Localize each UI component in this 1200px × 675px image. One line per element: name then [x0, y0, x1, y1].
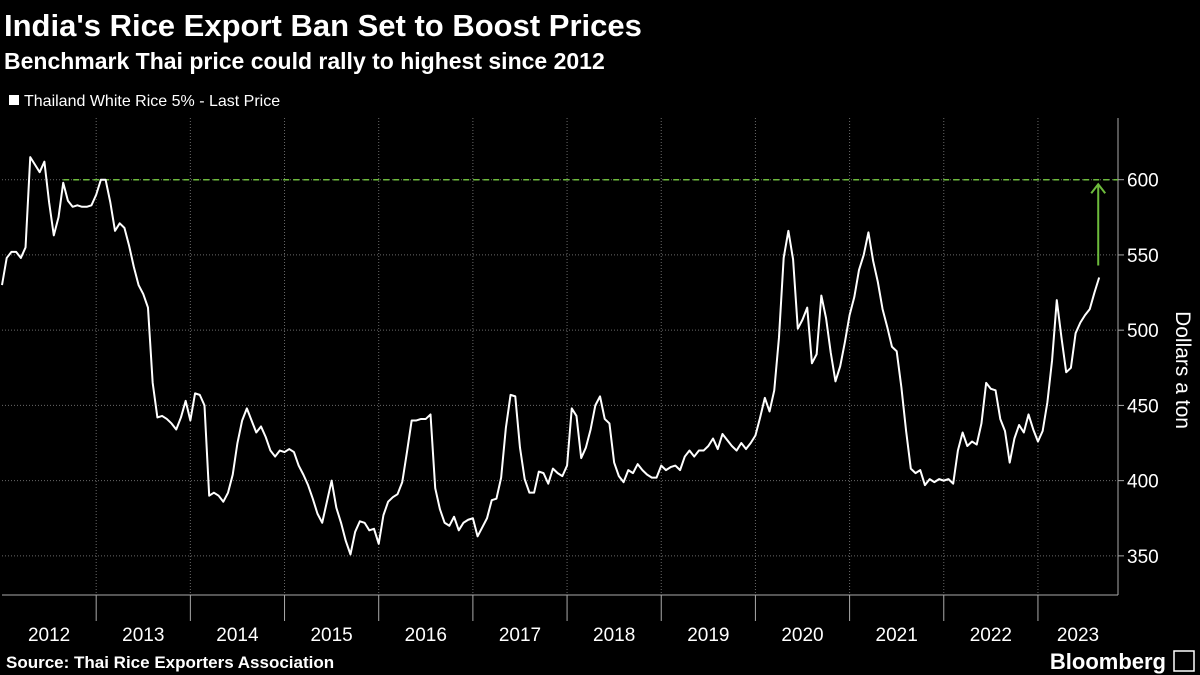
x-tick-label: 2018: [593, 625, 635, 646]
y-tick-label: 450: [1127, 396, 1159, 417]
arrow-head: [1090, 182, 1107, 194]
x-tick-label: 2017: [499, 625, 541, 646]
x-tick-label: 2023: [1057, 625, 1099, 646]
x-tick-label: 2012: [28, 625, 70, 646]
x-tick-label: 2020: [781, 625, 823, 646]
x-tick-label: 2015: [310, 625, 352, 646]
legend-label: Thailand White Rice 5% - Last Price: [24, 93, 280, 110]
source: Source: Thai Rice Exporters Association: [6, 653, 334, 672]
y-axis-label: Dollars a ton: [1171, 311, 1194, 429]
legend-swatch: [9, 95, 19, 105]
x-tick-label: 2022: [970, 625, 1012, 646]
x-tick-label: 2019: [687, 625, 729, 646]
y-tick-label: 400: [1127, 472, 1159, 493]
price-line: [1, 156, 1101, 556]
y-tick-label: 350: [1127, 547, 1159, 568]
x-tick-label: 2013: [122, 625, 164, 646]
brand: Bloomberg: [1050, 649, 1166, 674]
chart-subtitle: Benchmark Thai price could rally to high…: [4, 48, 605, 74]
y-tick-label: 500: [1127, 321, 1159, 342]
y-tick-label: 600: [1127, 171, 1159, 192]
x-tick-label: 2016: [405, 625, 447, 646]
x-tick-label: 2014: [216, 625, 259, 646]
chart-title: India's Rice Export Ban Set to Boost Pri…: [4, 8, 642, 43]
x-tick-label: 2021: [876, 625, 918, 646]
y-tick-label: 550: [1127, 246, 1159, 267]
brand-icon: [1173, 650, 1195, 672]
